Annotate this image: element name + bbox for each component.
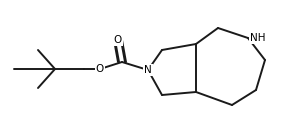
Text: O: O — [96, 64, 104, 74]
Text: O: O — [114, 35, 122, 45]
Text: NH: NH — [250, 33, 266, 43]
Text: N: N — [144, 65, 152, 75]
